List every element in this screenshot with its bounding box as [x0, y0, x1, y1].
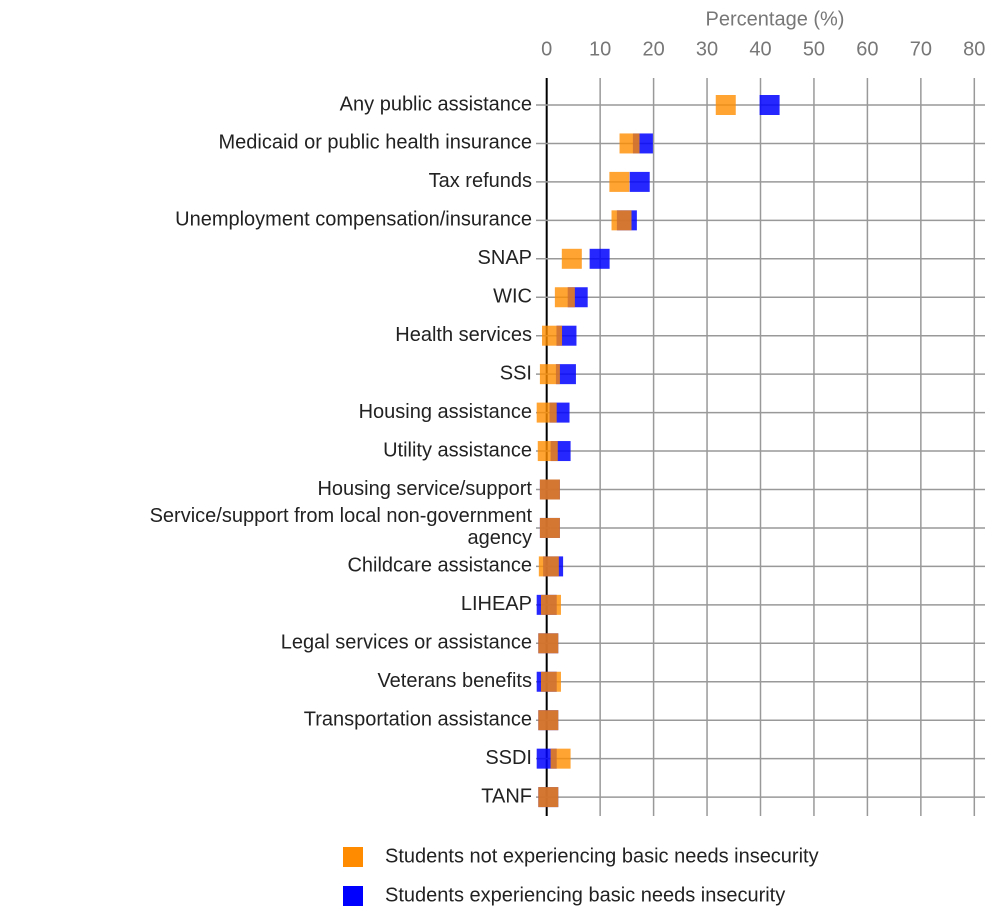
- y-tick-label: Utility assistance: [383, 439, 532, 461]
- legend-label: Students experiencing basic needs insecu…: [385, 884, 785, 906]
- dot-marker: [715, 95, 736, 115]
- dot-marker: [538, 787, 559, 808]
- dot-marker: [536, 402, 557, 423]
- dot-marker: [611, 210, 632, 231]
- dot-marker: [561, 248, 582, 269]
- y-tick-label: Tax refunds: [429, 170, 532, 192]
- x-tick-label: 60: [856, 38, 878, 60]
- dot-marker: [609, 171, 630, 192]
- y-tick-label: Medicaid or public health insurance: [218, 132, 532, 154]
- dot-marker: [539, 364, 560, 385]
- dot-marker: [555, 364, 576, 385]
- x-tick-label: 70: [910, 38, 932, 60]
- y-tick-label: Health services: [395, 324, 532, 346]
- dot-marker: [537, 441, 558, 462]
- x-tick-label: 0: [541, 38, 552, 60]
- legend-swatch: [343, 886, 363, 906]
- dot-marker: [540, 594, 561, 615]
- dot-marker: [550, 748, 571, 769]
- y-tick-label: SSDI: [485, 747, 532, 769]
- y-tick-label: Service/support from local non-governmen…: [150, 505, 533, 549]
- x-tick-label: 20: [642, 38, 664, 60]
- dot-marker: [538, 556, 559, 577]
- x-tick-label: 40: [749, 38, 771, 60]
- dot-marker: [540, 671, 561, 692]
- dot-marker: [629, 171, 650, 192]
- y-tick-label: Housing assistance: [359, 401, 532, 423]
- y-tick-label: SNAP: [478, 247, 532, 269]
- y-tick-label: SSI: [500, 362, 532, 384]
- dot-marker: [554, 287, 575, 308]
- y-tick-label: Legal services or assistance: [281, 632, 532, 654]
- y-tick-label: Childcare assistance: [347, 555, 532, 577]
- dot-marker: [539, 517, 560, 538]
- dot-marker: [619, 133, 640, 154]
- y-tick-label: WIC: [493, 286, 532, 308]
- y-tick-label: Transportation assistance: [304, 708, 532, 730]
- x-tick-label: 30: [696, 38, 718, 60]
- legend-swatch: [343, 847, 363, 867]
- y-tick-label: LIHEAP: [461, 593, 532, 615]
- dot-marker: [589, 248, 610, 269]
- dot-marker: [759, 95, 780, 115]
- legend-label: Students not experiencing basic needs in…: [385, 845, 819, 867]
- y-tick-label: TANF: [481, 785, 532, 807]
- y-tick-label: Veterans benefits: [377, 670, 532, 692]
- x-tick-label: 50: [803, 38, 825, 60]
- y-tick-label: Any public assistance: [340, 93, 532, 115]
- x-tick-label: 10: [589, 38, 611, 60]
- y-tick-label: Housing service/support: [317, 478, 532, 500]
- dot-marker: [542, 325, 563, 346]
- dot-marker: [538, 710, 559, 731]
- dot-marker: [539, 479, 560, 500]
- y-tick-label: Unemployment compensation/insurance: [175, 209, 532, 231]
- dot-marker: [538, 633, 559, 654]
- x-tick-label: 80: [963, 38, 985, 60]
- x-axis-title: Percentage (%): [706, 8, 845, 30]
